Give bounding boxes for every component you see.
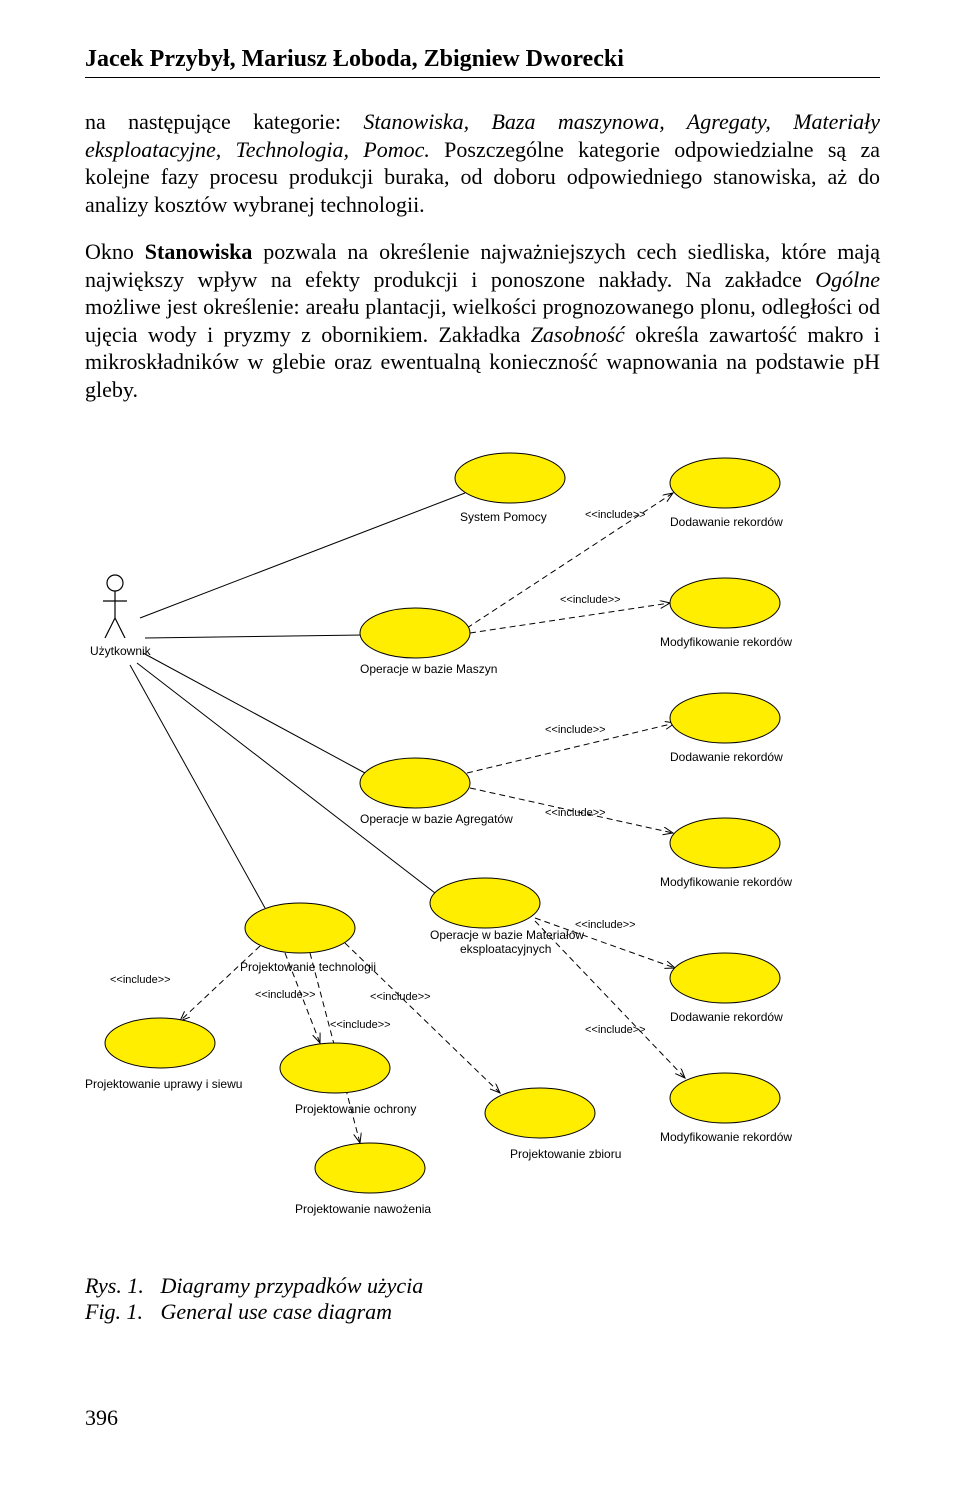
svg-text:Projektowanie nawożenia: Projektowanie nawożenia	[295, 1202, 431, 1216]
svg-text:System Pomocy: System Pomocy	[460, 510, 547, 524]
p2-bold1: Stanowiska	[145, 239, 253, 264]
p2-it1: Ogólne	[815, 267, 880, 292]
svg-text:Dodawanie rekordów: Dodawanie rekordów	[670, 1010, 783, 1024]
svg-text:Operacje w bazie Agregatów: Operacje w bazie Agregatów	[360, 812, 513, 826]
svg-text:Dodawanie rekordów: Dodawanie rekordów	[670, 750, 783, 764]
svg-text:Projektowanie ochrony: Projektowanie ochrony	[295, 1102, 416, 1116]
svg-text:Operacje w bazie Materiałów: Operacje w bazie Materiałów	[430, 928, 584, 942]
svg-text:<<include>>: <<include>>	[255, 989, 316, 1001]
svg-text:<<include>>: <<include>>	[545, 807, 606, 819]
page-number: 396	[85, 1405, 880, 1431]
para1-lead: na następujące kategorie:	[85, 109, 363, 134]
svg-text:Modyfikowanie rekordów: Modyfikowanie rekordów	[660, 1130, 792, 1144]
caption1-label: Rys. 1.	[85, 1273, 155, 1299]
paragraph-2: Okno Stanowiska pozwala na określenie na…	[85, 238, 880, 403]
svg-text:<<include>>: <<include>>	[545, 724, 606, 736]
svg-text:Projektowanie uprawy i siewu: Projektowanie uprawy i siewu	[85, 1077, 242, 1091]
svg-text:<<include>>: <<include>>	[560, 594, 621, 606]
svg-text:Modyfikowanie rekordów: Modyfikowanie rekordów	[660, 875, 792, 889]
caption2-text: General use case diagram	[161, 1299, 393, 1324]
svg-text:<<include>>: <<include>>	[110, 974, 171, 986]
svg-text:<<include>>: <<include>>	[585, 509, 646, 521]
svg-text:<<include>>: <<include>>	[585, 1024, 646, 1036]
use-case-diagram: Użytkownik <<include>> <<include>> <<includ…	[85, 423, 880, 1233]
svg-text:Operacje w bazie Maszyn: Operacje w bazie Maszyn	[360, 662, 497, 676]
p2-it2: Zasobność	[531, 322, 625, 347]
svg-text:Projektowanie zbioru: Projektowanie zbioru	[510, 1147, 621, 1161]
paragraph-1: na następujące kategorie: Stanowiska, Ba…	[85, 108, 880, 218]
svg-text:Użytkownik: Użytkownik	[90, 644, 152, 658]
authors-line: Jacek Przybył, Mariusz Łoboda, Zbigniew …	[85, 46, 880, 73]
caption-rys: Rys. 1. Diagramy przypadków użycia	[85, 1273, 880, 1299]
p2-pre: Okno	[85, 239, 145, 264]
svg-text:<<include>>: <<include>>	[370, 991, 431, 1003]
svg-text:<<include>>: <<include>>	[330, 1019, 391, 1031]
header-rule	[85, 77, 880, 78]
svg-text:Projektowanie technologii: Projektowanie technologii	[240, 960, 376, 974]
svg-text:Modyfikowanie rekordów: Modyfikowanie rekordów	[660, 635, 792, 649]
caption1-text: Diagramy przypadków użycia	[161, 1273, 424, 1298]
svg-text:<<include>>: <<include>>	[575, 919, 636, 931]
svg-text:eksploatacyjnych: eksploatacyjnych	[460, 942, 551, 956]
caption2-label: Fig. 1.	[85, 1299, 155, 1325]
svg-text:Dodawanie rekordów: Dodawanie rekordów	[670, 515, 783, 529]
caption-fig: Fig. 1. General use case diagram	[85, 1299, 880, 1325]
